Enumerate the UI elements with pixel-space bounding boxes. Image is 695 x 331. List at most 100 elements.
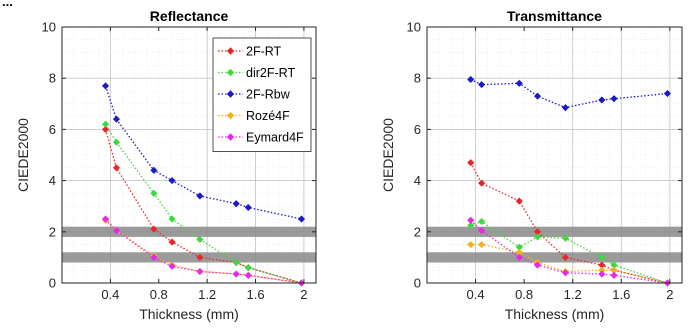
data-point — [232, 270, 240, 278]
y-tick-label: 0 — [414, 276, 421, 291]
y-tick-label: 10 — [42, 20, 56, 35]
x-tick-label: 0.8 — [515, 287, 533, 302]
data-point — [467, 75, 475, 84]
y-axis-label: CIEDE2000 — [380, 118, 396, 192]
reflectance-chart: 0.4 0.8 1.2 1.6 2 0 2 4 6 8 10 Reflectance Thickness… — [15, 8, 317, 322]
data-point — [533, 261, 542, 269]
x-tick-label: 0.8 — [150, 287, 168, 302]
series-line — [470, 243, 668, 284]
data-point — [533, 233, 542, 241]
series-line — [470, 78, 668, 109]
x-tick-label: 1.2 — [564, 287, 582, 302]
data-point — [101, 120, 110, 128]
x-tick-label: 2 — [666, 287, 673, 302]
data-point — [467, 221, 475, 229]
data-point — [533, 92, 542, 100]
data-point — [168, 177, 176, 185]
data-point — [561, 269, 569, 277]
data-point — [515, 79, 523, 87]
axes-box — [61, 26, 317, 284]
chart-title: Transmittance — [507, 8, 602, 24]
data-point — [112, 226, 120, 235]
y-tick-label: 6 — [414, 122, 421, 137]
data-point — [196, 192, 204, 200]
data-point — [168, 238, 176, 246]
y-tick-label: 8 — [49, 71, 56, 86]
data-point — [467, 241, 475, 249]
y-tick-label: 10 — [407, 20, 421, 35]
y-tick-label: 2 — [49, 224, 56, 239]
legend-marker — [226, 133, 235, 141]
data-point — [515, 197, 523, 205]
data-point — [244, 203, 252, 212]
y-axis-label: CIEDE2000 — [15, 118, 31, 192]
x-tick-label: 1.2 — [198, 287, 216, 302]
x-tick-label: 0.4 — [467, 287, 485, 302]
data-point — [101, 82, 110, 90]
data-point — [478, 217, 486, 226]
x-axis-label: Thickness (mm) — [139, 306, 239, 322]
data-point — [663, 89, 671, 98]
data-point — [598, 270, 606, 278]
legend-marker — [226, 90, 235, 98]
series-line — [470, 220, 668, 284]
data-point — [150, 225, 158, 233]
y-tick-label: 4 — [414, 173, 421, 188]
x-tick-label: 1.6 — [246, 287, 264, 302]
data-point — [478, 179, 486, 187]
series-line — [104, 85, 302, 220]
legend-entry: dir2F-RT — [246, 66, 295, 80]
y-tick-label: 8 — [414, 71, 421, 86]
data-point — [232, 258, 240, 267]
data-point — [168, 262, 176, 270]
data-point — [297, 215, 306, 223]
data-point — [244, 271, 252, 279]
series-line — [105, 219, 302, 284]
transmittance-chart: 0.4 0.8 1.2 1.6 2 0 2 4 6 8 10 Transmittance Thickne… — [380, 8, 683, 322]
series-line — [470, 219, 668, 284]
x-tick-label: 1.6 — [612, 287, 630, 302]
data-point — [150, 166, 158, 174]
data-point — [101, 215, 110, 223]
x-tick-label: 2 — [300, 287, 307, 302]
data-point — [244, 264, 252, 272]
data-point — [478, 226, 486, 235]
data-point — [467, 216, 475, 224]
data-point — [196, 267, 204, 276]
legend-marker — [226, 111, 235, 120]
data-point — [478, 241, 486, 249]
data-point — [112, 164, 120, 172]
data-point — [168, 215, 176, 223]
header-cut-text: ... — [2, 0, 13, 9]
data-point — [232, 200, 240, 208]
y-tick-label: 6 — [49, 122, 56, 137]
chart-title: Reflectance — [150, 8, 229, 24]
x-tick-label: 0.4 — [101, 287, 119, 302]
legend-marker — [226, 68, 235, 77]
legend-entry: 2F-RT — [246, 45, 282, 59]
y-tick-label: 2 — [414, 224, 421, 239]
data-point — [561, 253, 569, 261]
data-point — [112, 115, 120, 123]
x-axis-label: Thickness (mm) — [505, 306, 605, 322]
data-point — [196, 235, 204, 244]
legend: 2F-RT dir2F-RT 2F-Rbw Rozé4F Eymard4F — [212, 37, 312, 152]
legend-entry: 2F-Rbw — [246, 88, 291, 102]
axes-box — [426, 26, 683, 284]
data-point — [598, 253, 606, 261]
threshold-band — [427, 226, 682, 237]
threshold-band — [62, 252, 316, 263]
data-point — [196, 253, 204, 261]
data-point — [561, 234, 569, 242]
y-tick-label: 4 — [49, 173, 56, 188]
data-point — [561, 104, 569, 112]
data-point — [150, 189, 158, 197]
data-point — [478, 81, 486, 89]
data-point — [112, 138, 120, 146]
threshold-band — [427, 252, 682, 263]
legend-entry: Rozé4F — [246, 109, 290, 123]
legend-entry: Eymard4F — [246, 131, 304, 145]
y-tick-label: 0 — [49, 276, 56, 291]
data-point — [150, 253, 158, 261]
